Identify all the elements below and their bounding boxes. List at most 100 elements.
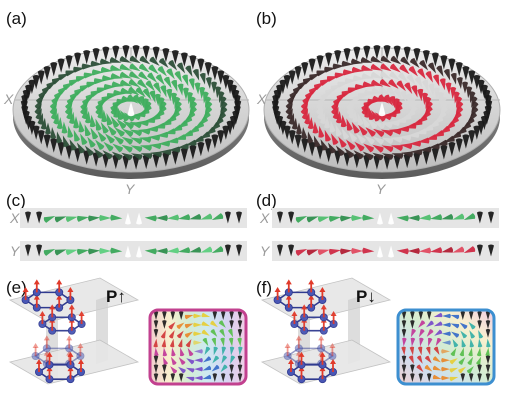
spin-cone [372,152,384,161]
spin-cone [276,84,284,99]
spin-cone [455,62,463,77]
spin-cone [142,88,152,101]
spin-cone [442,331,451,336]
spin-cone [338,136,347,148]
spin-cone [100,66,113,73]
spin-cone [436,139,448,146]
axis-label-y-a: Y [125,181,136,197]
spin-cone [409,58,420,68]
spin-cone [166,247,179,254]
spin-cone [204,346,211,355]
spin-cone [468,130,476,145]
spin-cone [185,376,195,382]
spin-cone [361,73,374,80]
spin-cone [226,79,234,94]
spin-cone [147,72,158,83]
spin-cone [386,87,397,98]
spin-cone [317,249,330,256]
spin-cone [137,79,148,89]
spin-cone [61,121,68,134]
spin-cone [455,138,463,153]
spin-cone [346,139,356,150]
spin-cone [459,322,468,330]
strip-label-c-x: X [9,210,20,226]
spin-cone [477,311,482,320]
spin-cone [393,154,401,170]
spin-cone [478,329,484,339]
spin-cone [222,74,230,90]
spin-cone [418,311,424,320]
spin-cone [200,246,213,253]
spin-cone [441,213,454,220]
spin-cone [283,125,291,140]
spin-cone [485,320,491,329]
strip-d-y [272,241,499,261]
spin-cone [460,330,468,339]
spin-cone [199,72,206,85]
spin-cone [428,337,433,347]
spin-cone [194,358,203,363]
spin-cone [157,66,167,77]
spin-cone [467,356,474,365]
spin-cone [426,329,434,337]
spin-cone [154,347,159,357]
spin-cone [396,215,409,222]
spin-cone [155,214,168,221]
spin-cone [99,248,112,255]
spin-cone [128,86,140,96]
spin-cone [130,145,143,153]
spin-cone [109,56,122,63]
spin-cone [220,311,226,320]
spin-cone [220,364,228,373]
spin-cone [477,320,482,329]
spin-cone [138,71,149,81]
spin-cone [87,136,96,148]
spin-cone [363,45,371,60]
spin-cone [193,313,202,319]
spin-cone [194,349,203,354]
spin-cone [358,124,368,136]
spin-cone [212,311,218,320]
spin-cone [228,337,234,347]
spin-cone [219,329,226,338]
spin-cone [435,337,442,347]
spin-cone [306,216,319,223]
spin-cone [185,65,193,77]
axis-label-x-b: X [256,91,267,107]
spin-cone [335,124,342,136]
spin-cone [340,215,353,222]
panel-label-a: (a) [6,9,27,28]
spin-cone [450,323,460,329]
spin-cone [135,87,146,98]
spin-cone [372,144,384,153]
spin-cone [468,347,473,357]
spin-cone [406,74,416,86]
spin-cone [390,145,403,151]
spin-cone [226,120,234,136]
spin-cone [129,55,141,64]
spin-cone [362,214,375,221]
spin-cone [139,145,152,151]
spin-cone [54,249,67,256]
spin-cone [149,56,160,66]
spin-cone [192,69,200,81]
spin-cone [410,337,416,347]
spin-cone [222,125,230,140]
spin-cone [237,320,243,329]
spin-cone [189,246,202,253]
spin-cone [389,96,396,109]
spin-cone [463,246,476,254]
spin-cone [434,329,443,336]
spin-cone [137,128,151,135]
spin-cone [238,346,243,356]
spin-cone [237,311,243,320]
spin-cone [162,320,167,329]
spin-cone [153,328,159,338]
spin-cone [171,347,176,357]
spin-cone [371,87,384,95]
spin-cone [215,86,222,99]
spin-cone [152,46,160,61]
spin-cone [380,71,392,80]
spin-cone [432,374,442,380]
spin-cone [153,364,159,374]
